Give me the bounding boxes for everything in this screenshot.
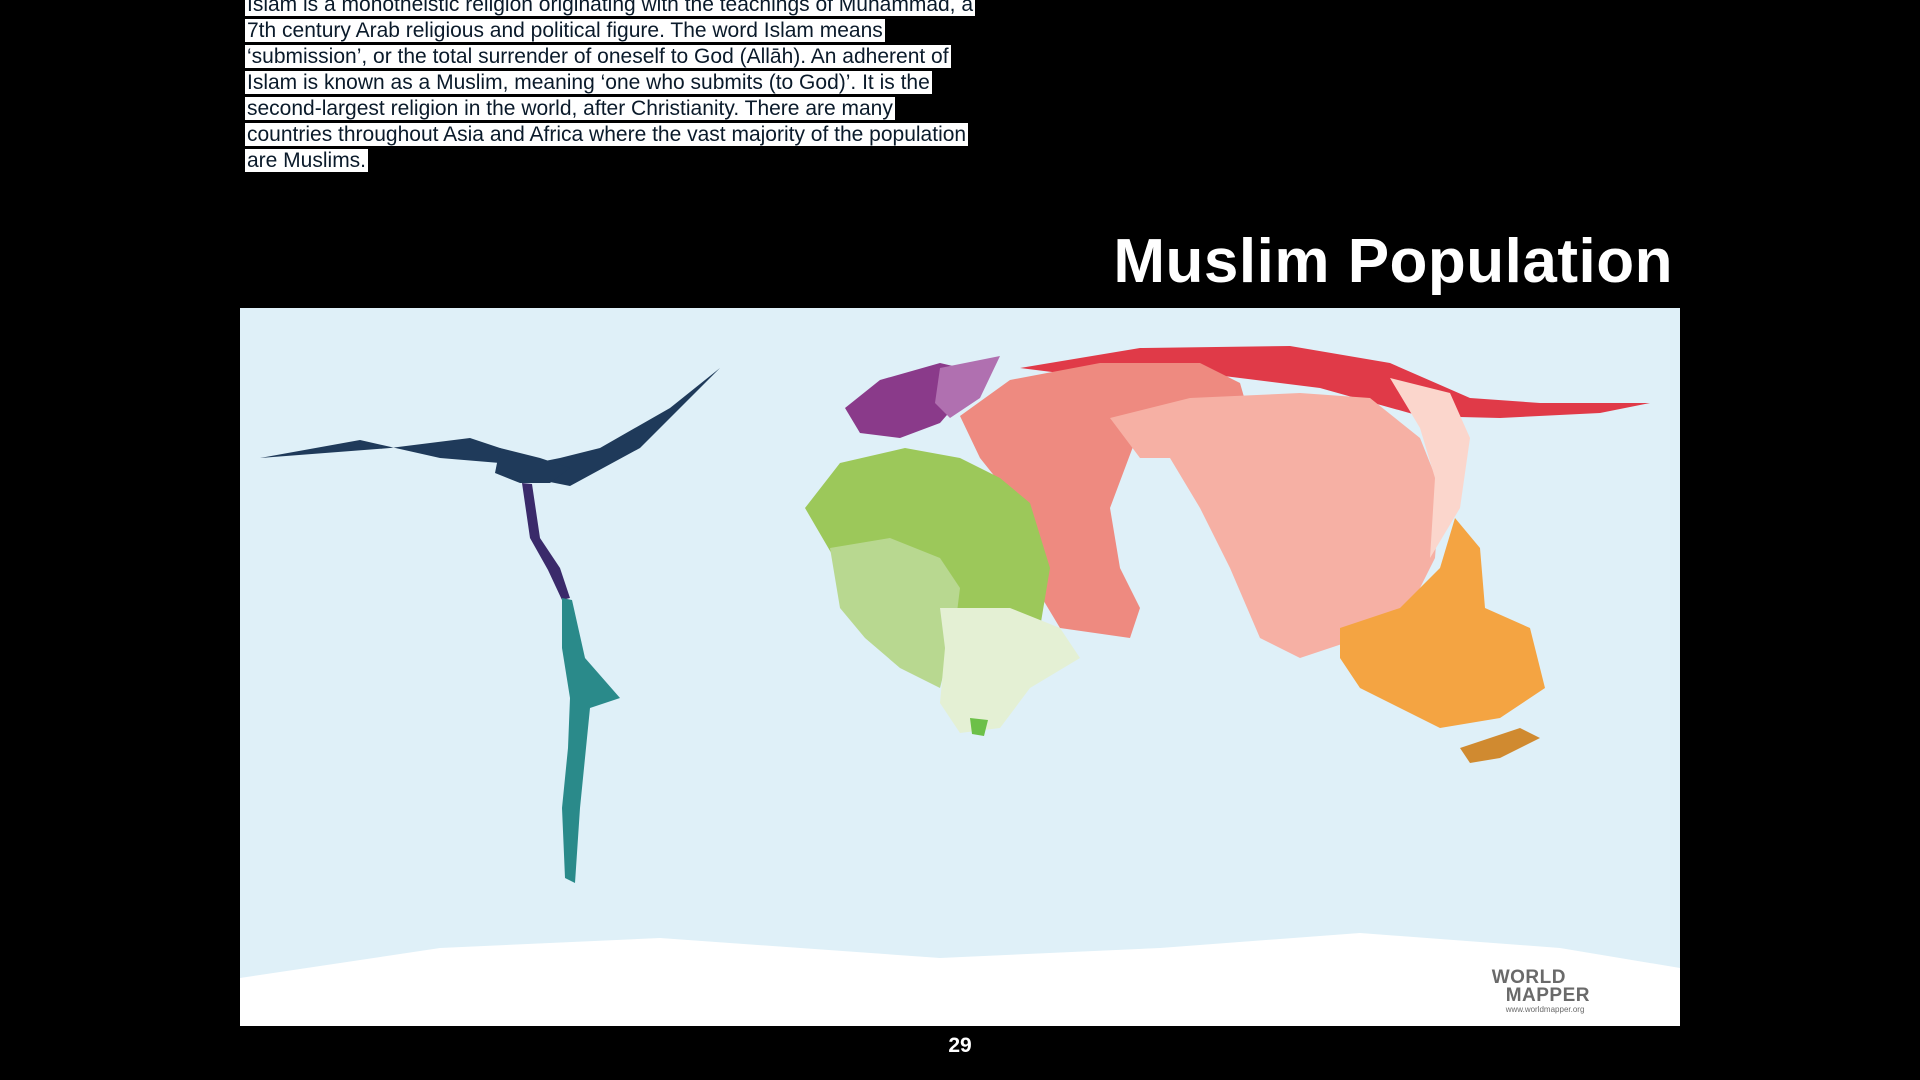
southeast-asia-region — [1340, 518, 1545, 728]
east-asia-region — [1390, 378, 1470, 558]
africa-south-tip — [970, 718, 988, 736]
intro-line: 7th century Arab religious and political… — [245, 19, 885, 42]
intro-line: Islam is known as a Muslim, meaning ‘one… — [245, 71, 932, 94]
intro-paragraph: Islam is a monotheistic religion origina… — [245, 0, 1015, 174]
map-canvas — [240, 346, 1680, 1026]
south-america-region — [562, 598, 620, 883]
logo-line1: WORLD — [1491, 967, 1566, 988]
logo-url: www.worldmapper.org — [1505, 1005, 1585, 1014]
intro-line: countries throughout Asia and Africa whe… — [245, 123, 969, 146]
antarctica-region — [240, 933, 1680, 1026]
north-america-core — [495, 448, 570, 483]
cartogram-map: WORLD MAPPER www.worldmapper.org — [240, 308, 1680, 1026]
africa-central-region — [830, 538, 960, 688]
intro-line: Islam is a monotheistic religion origina… — [245, 0, 976, 16]
central-america-region — [522, 483, 570, 600]
europe-light-region — [935, 356, 1000, 418]
africa-north-region — [805, 448, 1050, 648]
south-asia-region — [1110, 393, 1440, 658]
logo-line2: MAPPER — [1505, 985, 1590, 1006]
intro-line: are Muslims. — [245, 149, 369, 172]
worldmapper-logo: WORLD MAPPER www.worldmapper.org — [1491, 967, 1590, 1014]
north-america-region — [260, 368, 720, 486]
africa-east-region — [940, 608, 1080, 733]
intro-line: ‘submission’, or the total surrender of … — [245, 45, 951, 68]
oceania-region — [1460, 728, 1540, 763]
intro-line: second-largest religion in the world, af… — [245, 97, 895, 120]
page-number: 29 — [948, 1034, 972, 1057]
slide-title: Muslim Population — [1113, 227, 1673, 296]
